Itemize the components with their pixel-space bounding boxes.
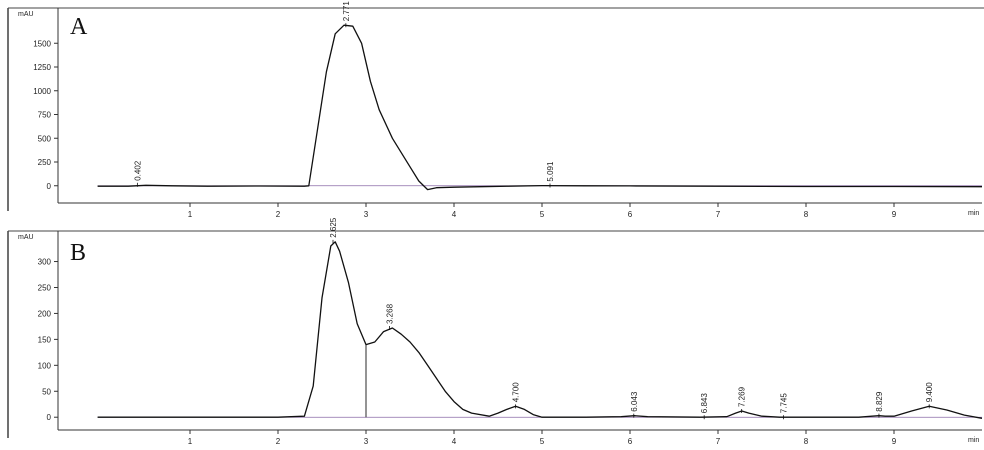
peak-retention-label: 0.402 xyxy=(133,160,142,181)
x-tick-label: 8 xyxy=(804,210,809,219)
peak-retention-label: 2.625 xyxy=(329,217,338,238)
peak-retention-label: 7.745 xyxy=(780,393,789,414)
peak-retention-label: 9.400 xyxy=(925,382,934,403)
x-tick-label: 5 xyxy=(540,210,545,219)
x-tick-label: 1 xyxy=(188,210,193,219)
x-axis-unit-label: min xyxy=(968,437,979,444)
y-tick-label: 1500 xyxy=(33,39,51,48)
y-tick-label: 0 xyxy=(47,182,52,191)
y-tick-label: 250 xyxy=(38,158,52,167)
peak-retention-label: 2.771 xyxy=(342,1,351,22)
y-tick-label: 300 xyxy=(38,258,52,267)
y-tick-label: 50 xyxy=(42,387,51,396)
x-axis-unit-label: min xyxy=(968,210,979,217)
x-tick-label: 7 xyxy=(716,437,721,446)
peak-retention-label: 3.268 xyxy=(386,303,395,324)
chromatogram-trace xyxy=(97,241,983,419)
peak-retention-label: 7.269 xyxy=(738,386,747,407)
peak-retention-label: 6.843 xyxy=(700,393,709,414)
y-tick-label: 1250 xyxy=(33,63,51,72)
x-tick-label: 8 xyxy=(804,437,809,446)
peak-retention-label: 8.829 xyxy=(875,391,884,412)
peak-retention-label: 6.043 xyxy=(630,391,639,412)
chromatogram-panel-a: mAU min A 0 250 500 750 1000 1250 1500 1 2 3 4 5 6 7 8 9 0.… xyxy=(7,1,984,219)
x-tick-label: 2 xyxy=(276,210,281,219)
y-axis-unit-label: mAU xyxy=(18,234,34,241)
x-tick-label: 4 xyxy=(452,437,457,446)
x-tick-label: 4 xyxy=(452,210,457,219)
peak-retention-label: 5.091 xyxy=(546,161,555,182)
chromatogram-trace xyxy=(97,24,983,191)
y-tick-label: 150 xyxy=(38,335,52,344)
x-tick-label: 3 xyxy=(364,437,369,446)
y-tick-label: 500 xyxy=(38,134,52,143)
panel-letter: B xyxy=(70,240,86,266)
chromatogram-panel-b: mAU min B 0 50 100 150 200 250 300 1 2 3 4 5 6 7 8 9 2.625 3… xyxy=(7,217,984,446)
y-tick-label: 100 xyxy=(38,361,52,370)
y-tick-label: 250 xyxy=(38,283,52,292)
panel-letter: A xyxy=(70,14,88,40)
x-tick-label: 9 xyxy=(892,437,897,446)
y-axis-unit-label: mAU xyxy=(18,11,34,18)
x-tick-label: 9 xyxy=(892,210,897,219)
x-tick-label: 2 xyxy=(276,437,281,446)
x-tick-label: 5 xyxy=(540,437,545,446)
x-tick-label: 6 xyxy=(628,437,633,446)
y-tick-label: 1000 xyxy=(33,87,51,96)
y-tick-label: 200 xyxy=(38,309,52,318)
peak-retention-label: 4.700 xyxy=(512,382,521,403)
x-tick-label: 6 xyxy=(628,210,633,219)
y-tick-label: 0 xyxy=(47,413,52,422)
x-tick-label: 7 xyxy=(716,210,721,219)
x-tick-label: 1 xyxy=(188,437,193,446)
x-tick-label: 3 xyxy=(364,210,369,219)
y-tick-label: 750 xyxy=(38,111,52,120)
